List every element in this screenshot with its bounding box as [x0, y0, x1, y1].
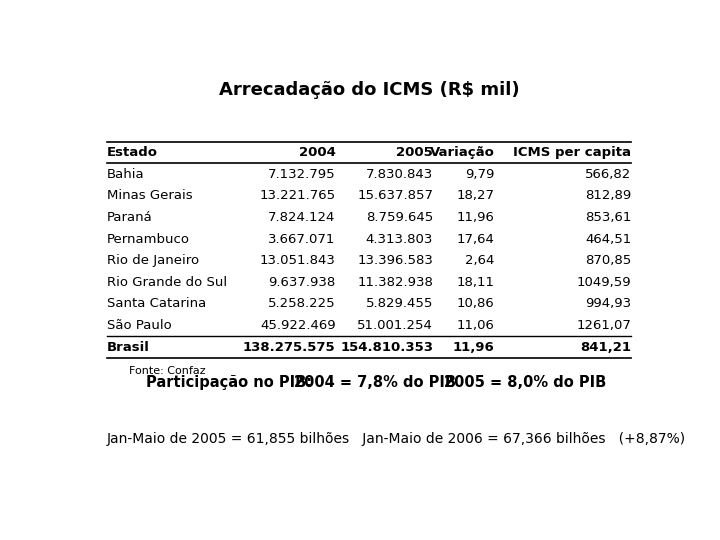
Text: 5.829.455: 5.829.455	[366, 298, 433, 310]
Text: Jan-Maio de 2005 = 61,855 bilhões   Jan-Maio de 2006 = 67,366 bilhões   (+8,87%): Jan-Maio de 2005 = 61,855 bilhões Jan-Ma…	[107, 432, 686, 446]
Text: Pernambuco: Pernambuco	[107, 233, 190, 246]
Text: 11,06: 11,06	[456, 319, 495, 332]
Text: 8.759.645: 8.759.645	[366, 211, 433, 224]
Text: 5.258.225: 5.258.225	[268, 298, 336, 310]
Text: 13.221.765: 13.221.765	[259, 190, 336, 202]
Text: 154.810.353: 154.810.353	[340, 341, 433, 354]
Text: 7.824.124: 7.824.124	[268, 211, 336, 224]
Text: 11,96: 11,96	[456, 211, 495, 224]
Text: 2,64: 2,64	[465, 254, 495, 267]
Text: Minas Gerais: Minas Gerais	[107, 190, 192, 202]
Text: 45.922.469: 45.922.469	[260, 319, 336, 332]
Text: Paraná: Paraná	[107, 211, 153, 224]
Text: 11.382.938: 11.382.938	[357, 276, 433, 289]
Text: Bahia: Bahia	[107, 167, 145, 181]
Text: 15.637.857: 15.637.857	[357, 190, 433, 202]
Text: 2004 = 7,8% do PIB: 2004 = 7,8% do PIB	[294, 375, 456, 390]
Text: Rio de Janeiro: Rio de Janeiro	[107, 254, 199, 267]
Text: 841,21: 841,21	[580, 341, 631, 354]
Text: 13.396.583: 13.396.583	[357, 254, 433, 267]
Text: 138.275.575: 138.275.575	[243, 341, 336, 354]
Text: 2005: 2005	[397, 146, 433, 159]
Text: 566,82: 566,82	[585, 167, 631, 181]
Text: 10,86: 10,86	[456, 298, 495, 310]
Text: 18,27: 18,27	[456, 190, 495, 202]
Text: 3.667.071: 3.667.071	[268, 233, 336, 246]
Text: 17,64: 17,64	[456, 233, 495, 246]
Text: 9,79: 9,79	[465, 167, 495, 181]
Text: 51.001.254: 51.001.254	[357, 319, 433, 332]
Text: 13.051.843: 13.051.843	[260, 254, 336, 267]
Text: Participação no PIB:: Participação no PIB:	[145, 375, 312, 390]
Text: Santa Catarina: Santa Catarina	[107, 298, 206, 310]
Text: 853,61: 853,61	[585, 211, 631, 224]
Text: Arrecadação do ICMS (R$ mil): Arrecadação do ICMS (R$ mil)	[219, 82, 519, 99]
Text: São Paulo: São Paulo	[107, 319, 171, 332]
Text: 994,93: 994,93	[585, 298, 631, 310]
Text: Fonte: Confaz: Fonte: Confaz	[129, 366, 206, 376]
Text: ICMS per capita: ICMS per capita	[513, 146, 631, 159]
Text: 812,89: 812,89	[585, 190, 631, 202]
Text: Brasil: Brasil	[107, 341, 150, 354]
Text: Rio Grande do Sul: Rio Grande do Sul	[107, 276, 227, 289]
Text: 4.313.803: 4.313.803	[366, 233, 433, 246]
Text: 1049,59: 1049,59	[577, 276, 631, 289]
Text: Variação: Variação	[430, 146, 495, 159]
Text: 7.830.843: 7.830.843	[366, 167, 433, 181]
Text: 2004: 2004	[299, 146, 336, 159]
Text: 870,85: 870,85	[585, 254, 631, 267]
Text: 1261,07: 1261,07	[577, 319, 631, 332]
Text: 7.132.795: 7.132.795	[268, 167, 336, 181]
Text: 464,51: 464,51	[585, 233, 631, 246]
Text: 2005 = 8,0% do PIB: 2005 = 8,0% do PIB	[444, 375, 606, 390]
Text: Estado: Estado	[107, 146, 158, 159]
Text: 9.637.938: 9.637.938	[269, 276, 336, 289]
Text: 11,96: 11,96	[453, 341, 495, 354]
Text: 18,11: 18,11	[456, 276, 495, 289]
